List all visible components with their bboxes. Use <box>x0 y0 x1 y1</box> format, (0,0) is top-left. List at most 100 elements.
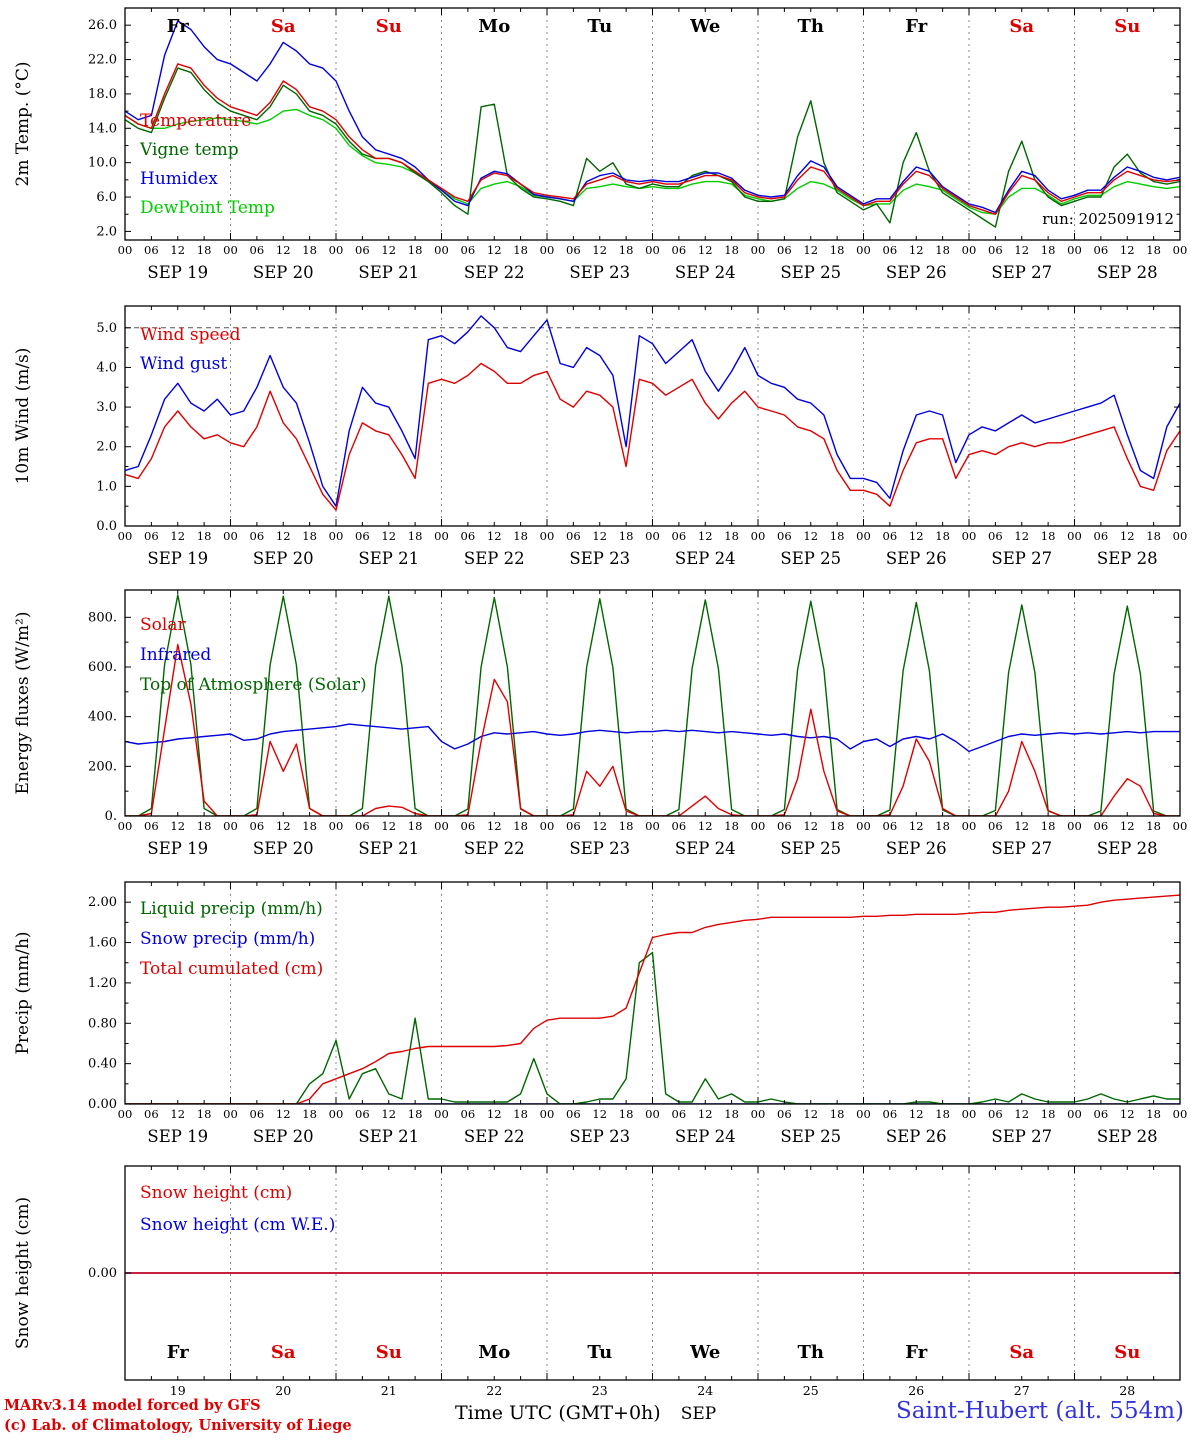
svg-text:18: 18 <box>513 243 528 257</box>
svg-text:Total cumulated (cm): Total cumulated (cm) <box>140 959 323 979</box>
svg-text:00: 00 <box>434 819 449 833</box>
svg-text:SEP 25: SEP 25 <box>780 1127 841 1146</box>
series-solar <box>125 643 1180 816</box>
svg-text:Top of Atmosphere (Solar): Top of Atmosphere (Solar) <box>140 675 367 695</box>
svg-text:SEP 24: SEP 24 <box>675 839 736 858</box>
svg-text:00: 00 <box>1173 1107 1188 1121</box>
svg-text:06: 06 <box>144 819 159 833</box>
series-temperature <box>125 63 1180 215</box>
svg-text:00: 00 <box>1067 243 1082 257</box>
svg-text:18: 18 <box>197 819 212 833</box>
svg-text:26.0: 26.0 <box>88 18 117 33</box>
svg-text:18: 18 <box>302 243 317 257</box>
svg-text:SEP 21: SEP 21 <box>358 1127 419 1146</box>
series-wind-gust <box>125 315 1180 507</box>
svg-text:18: 18 <box>830 1107 845 1121</box>
svg-text:06: 06 <box>1094 819 1109 833</box>
svg-text:18: 18 <box>724 819 739 833</box>
svg-text:18: 18 <box>513 1107 528 1121</box>
svg-text:Humidex: Humidex <box>140 169 218 189</box>
svg-text:5.0: 5.0 <box>96 321 117 336</box>
svg-text:1.20: 1.20 <box>88 976 117 991</box>
series-vigne-temp <box>125 67 1180 228</box>
svg-text:Su: Su <box>376 16 402 37</box>
svg-text:18: 18 <box>724 529 739 543</box>
svg-text:12: 12 <box>592 243 607 257</box>
svg-text:SEP 23: SEP 23 <box>569 839 630 858</box>
svg-text:0.: 0. <box>105 809 117 824</box>
svg-text:06: 06 <box>566 529 581 543</box>
svg-text:06: 06 <box>1094 1107 1109 1121</box>
svg-text:00: 00 <box>751 529 766 543</box>
svg-text:Snow height (cm): Snow height (cm) <box>13 1197 33 1349</box>
svg-text:00: 00 <box>223 243 238 257</box>
svg-text:SEP 27: SEP 27 <box>991 549 1052 568</box>
svg-text:SEP 25: SEP 25 <box>780 549 841 568</box>
svg-text:Snow height (cm): Snow height (cm) <box>140 1183 292 1203</box>
svg-text:We: We <box>689 1342 720 1363</box>
svg-text:12: 12 <box>803 243 818 257</box>
svg-text:06: 06 <box>250 819 265 833</box>
svg-text:18: 18 <box>830 243 845 257</box>
svg-text:00: 00 <box>1067 819 1082 833</box>
svg-text:00: 00 <box>223 529 238 543</box>
svg-text:00: 00 <box>540 1107 555 1121</box>
energy-fluxes-panel: 0. 200. 400. 600. 800. 00 06 12 18 00 06 12 18 00 06 12… <box>13 589 1187 858</box>
svg-text:18: 18 <box>197 1107 212 1121</box>
svg-text:18: 18 <box>619 243 634 257</box>
svg-text:4.0: 4.0 <box>96 360 117 375</box>
svg-text:SEP 28: SEP 28 <box>1097 263 1158 282</box>
svg-text:00: 00 <box>962 529 977 543</box>
svg-text:SEP 23: SEP 23 <box>569 1127 630 1146</box>
svg-text:18: 18 <box>619 1107 634 1121</box>
svg-text:12: 12 <box>170 819 185 833</box>
svg-text:SEP 24: SEP 24 <box>675 549 736 568</box>
svg-text:Tu: Tu <box>587 1342 612 1363</box>
svg-text:06: 06 <box>250 529 265 543</box>
svg-text:Su: Su <box>1114 16 1140 37</box>
svg-text:00: 00 <box>856 819 871 833</box>
svg-text:00: 00 <box>645 819 660 833</box>
svg-text:00: 00 <box>329 1107 344 1121</box>
svg-text:06: 06 <box>672 819 687 833</box>
svg-text:06: 06 <box>355 819 370 833</box>
svg-text:12: 12 <box>1014 243 1029 257</box>
svg-text:SEP 21: SEP 21 <box>358 263 419 282</box>
svg-text:06: 06 <box>566 243 581 257</box>
svg-text:12: 12 <box>1120 819 1135 833</box>
svg-text:12: 12 <box>1014 529 1029 543</box>
10m-wind-panel: 0.0 1.0 2.0 3.0 4.0 5.0 00 06 12 18 00 06 12 18 00 06 12… <box>13 305 1187 568</box>
svg-text:18: 18 <box>408 243 423 257</box>
svg-text:1.0: 1.0 <box>96 479 117 494</box>
svg-text:SEP 26: SEP 26 <box>886 263 947 282</box>
svg-text:00: 00 <box>962 1107 977 1121</box>
svg-text:12: 12 <box>276 819 291 833</box>
svg-text:0.00: 0.00 <box>88 1097 117 1112</box>
svg-text:SEP 20: SEP 20 <box>253 1127 314 1146</box>
svg-text:18: 18 <box>513 529 528 543</box>
svg-text:00: 00 <box>645 529 660 543</box>
svg-text:12: 12 <box>909 1107 924 1121</box>
svg-text:06: 06 <box>883 243 898 257</box>
svg-text:18: 18 <box>1041 529 1056 543</box>
svg-text:0.80: 0.80 <box>88 1016 117 1031</box>
svg-text:SEP 24: SEP 24 <box>675 263 736 282</box>
svg-text:06: 06 <box>461 529 476 543</box>
svg-text:26: 26 <box>908 1383 924 1398</box>
2m-temperature-panel: 2.0 6.0 10.0 14.0 18.0 22.0 26.0 00 06 12 18 00 06 12… <box>13 7 1187 282</box>
series-liquid-precip-mm-h- <box>125 951 1180 1104</box>
svg-text:00: 00 <box>118 529 133 543</box>
svg-text:SEP 28: SEP 28 <box>1097 549 1158 568</box>
svg-text:18: 18 <box>408 1107 423 1121</box>
svg-text:06: 06 <box>1094 529 1109 543</box>
svg-text:3.0: 3.0 <box>96 400 117 415</box>
svg-text:18: 18 <box>302 819 317 833</box>
svg-text:SEP 19: SEP 19 <box>147 1127 208 1146</box>
svg-text:00: 00 <box>856 1107 871 1121</box>
svg-text:22: 22 <box>486 1383 502 1398</box>
svg-text:27: 27 <box>1014 1383 1030 1398</box>
svg-text:06: 06 <box>883 529 898 543</box>
svg-text:18: 18 <box>619 819 634 833</box>
svg-text:18: 18 <box>724 1107 739 1121</box>
